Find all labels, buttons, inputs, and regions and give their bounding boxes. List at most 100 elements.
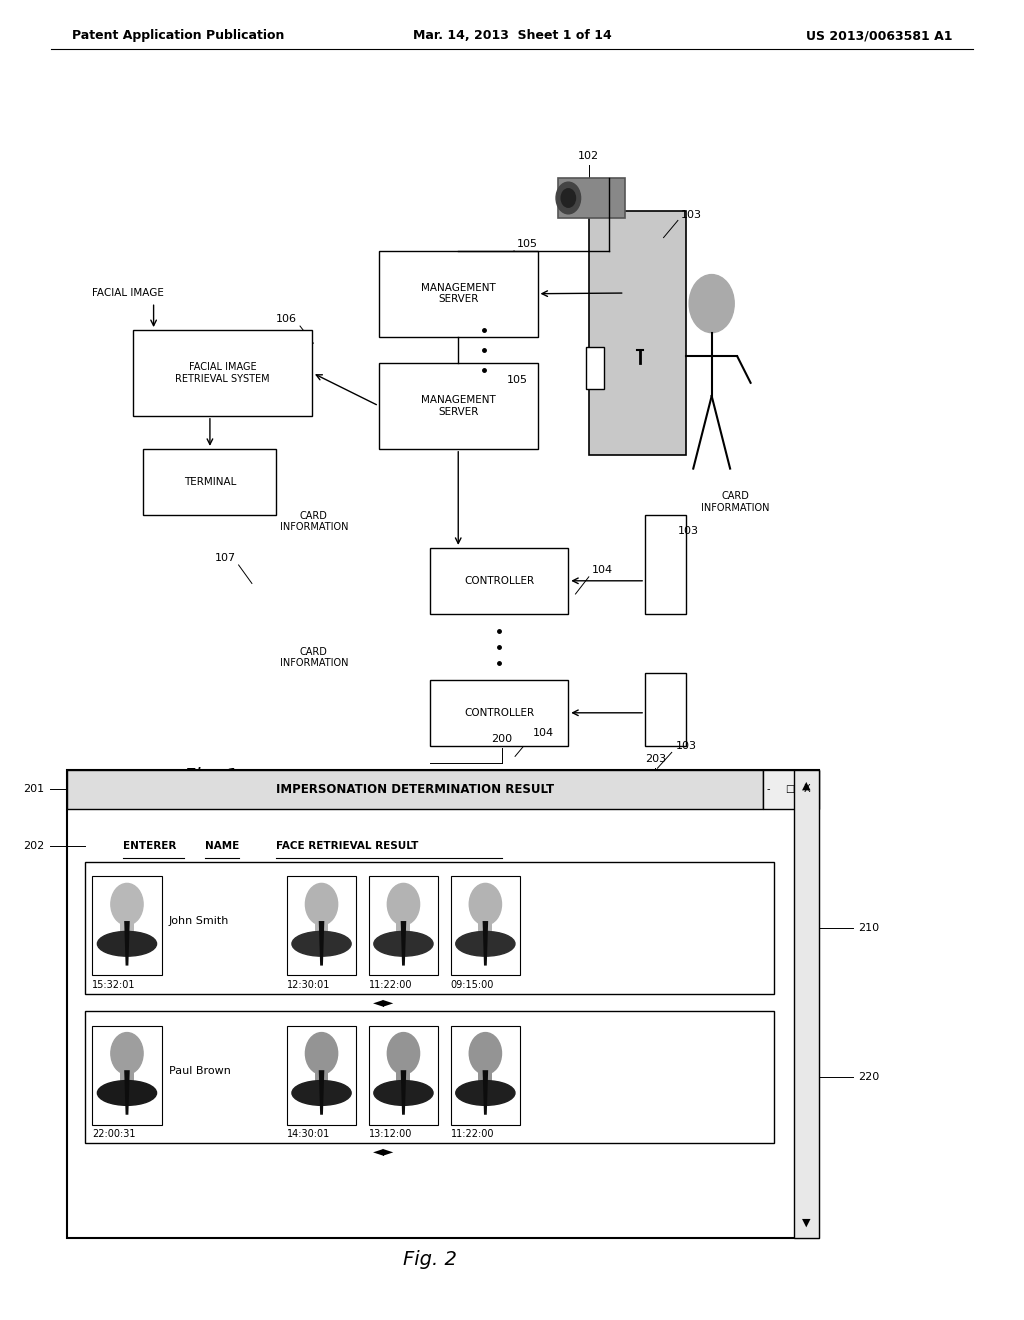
Circle shape [469, 883, 502, 925]
Text: Fig. 2: Fig. 2 [403, 1250, 457, 1269]
Polygon shape [400, 1071, 407, 1114]
Polygon shape [318, 1071, 325, 1114]
Text: 200: 200 [492, 734, 512, 744]
FancyBboxPatch shape [396, 1065, 411, 1081]
Text: John Smith: John Smith [169, 916, 229, 927]
FancyBboxPatch shape [133, 330, 312, 416]
Text: MANAGEMENT
SERVER: MANAGEMENT SERVER [421, 282, 496, 305]
FancyBboxPatch shape [645, 515, 686, 614]
Ellipse shape [97, 1081, 157, 1105]
Circle shape [469, 1032, 502, 1074]
Text: FACE RETRIEVAL RESULT: FACE RETRIEVAL RESULT [276, 841, 419, 851]
Text: ▲: ▲ [802, 780, 810, 791]
Text: CONTROLLER: CONTROLLER [464, 708, 535, 718]
Polygon shape [400, 921, 407, 966]
Text: 11:22:00: 11:22:00 [369, 979, 412, 990]
Text: 103: 103 [678, 525, 699, 536]
Text: CONTROLLER: CONTROLLER [464, 576, 535, 586]
FancyBboxPatch shape [314, 916, 329, 932]
Text: Patent Application Publication: Patent Application Publication [72, 29, 284, 42]
Text: ENTERER: ENTERER [123, 841, 176, 851]
Text: 102: 102 [579, 150, 599, 161]
Text: 105: 105 [507, 375, 528, 385]
Text: 103: 103 [676, 741, 697, 751]
Text: X: X [804, 784, 810, 795]
Polygon shape [124, 921, 130, 966]
Text: Paul Brown: Paul Brown [169, 1065, 230, 1076]
FancyBboxPatch shape [85, 1011, 774, 1143]
Ellipse shape [292, 1081, 351, 1105]
Ellipse shape [374, 932, 433, 956]
FancyBboxPatch shape [287, 876, 356, 975]
Text: 11:22:00: 11:22:00 [451, 1129, 494, 1139]
Text: 220: 220 [858, 1072, 880, 1082]
FancyBboxPatch shape [67, 770, 819, 1238]
FancyBboxPatch shape [396, 916, 411, 932]
Text: 13:12:00: 13:12:00 [369, 1129, 412, 1139]
Circle shape [561, 189, 575, 207]
FancyBboxPatch shape [430, 680, 568, 746]
FancyBboxPatch shape [92, 876, 162, 975]
Text: 105: 105 [517, 239, 539, 249]
Text: 22:00:31: 22:00:31 [92, 1129, 135, 1139]
Text: IMPERSONATION DETERMINATION RESULT: IMPERSONATION DETERMINATION RESULT [275, 783, 554, 796]
Text: CARD
INFORMATION: CARD INFORMATION [701, 491, 770, 512]
Circle shape [556, 182, 581, 214]
FancyBboxPatch shape [645, 673, 686, 746]
Circle shape [387, 1032, 420, 1074]
Text: 12:30:01: 12:30:01 [287, 979, 330, 990]
FancyBboxPatch shape [763, 770, 819, 809]
Text: 104: 104 [592, 565, 613, 576]
Polygon shape [318, 921, 325, 966]
FancyBboxPatch shape [586, 347, 604, 389]
Text: NAME: NAME [205, 841, 239, 851]
Polygon shape [482, 921, 488, 966]
Polygon shape [124, 1071, 130, 1114]
Text: 203: 203 [645, 754, 666, 764]
Polygon shape [482, 1071, 488, 1114]
Text: CARD
INFORMATION: CARD INFORMATION [280, 647, 348, 668]
FancyBboxPatch shape [120, 916, 134, 932]
FancyBboxPatch shape [451, 1026, 520, 1125]
Text: 202: 202 [23, 841, 44, 851]
Circle shape [689, 275, 734, 333]
Text: -: - [767, 784, 770, 795]
FancyBboxPatch shape [143, 449, 276, 515]
Circle shape [305, 883, 338, 925]
FancyBboxPatch shape [478, 916, 493, 932]
FancyBboxPatch shape [589, 211, 686, 455]
Text: □: □ [785, 784, 795, 795]
Circle shape [387, 883, 420, 925]
Text: ◄►: ◄► [374, 995, 394, 1008]
Text: TERMINAL: TERMINAL [183, 477, 237, 487]
Text: 201: 201 [23, 784, 44, 795]
FancyBboxPatch shape [558, 178, 625, 218]
Text: US 2013/0063581 A1: US 2013/0063581 A1 [806, 29, 952, 42]
FancyBboxPatch shape [287, 1026, 356, 1125]
Text: CARD
INFORMATION: CARD INFORMATION [280, 511, 348, 532]
Text: Fig. 1: Fig. 1 [184, 767, 239, 785]
FancyBboxPatch shape [794, 770, 819, 1238]
FancyBboxPatch shape [430, 548, 568, 614]
Text: FACIAL IMAGE
RETRIEVAL SYSTEM: FACIAL IMAGE RETRIEVAL SYSTEM [175, 362, 270, 384]
FancyBboxPatch shape [67, 770, 763, 809]
FancyBboxPatch shape [379, 363, 538, 449]
Circle shape [111, 1032, 143, 1074]
Text: 103: 103 [681, 210, 702, 220]
Circle shape [111, 883, 143, 925]
Text: ▼: ▼ [802, 1217, 810, 1228]
Ellipse shape [456, 932, 515, 956]
Text: 106: 106 [275, 314, 297, 325]
Text: 15:32:01: 15:32:01 [92, 979, 135, 990]
FancyBboxPatch shape [120, 1065, 134, 1081]
Ellipse shape [456, 1081, 515, 1105]
FancyBboxPatch shape [314, 1065, 329, 1081]
Circle shape [305, 1032, 338, 1074]
Text: 210: 210 [858, 923, 880, 933]
FancyBboxPatch shape [379, 251, 538, 337]
Text: 09:15:00: 09:15:00 [451, 979, 494, 990]
Text: ◄►: ◄► [374, 1144, 394, 1158]
FancyBboxPatch shape [92, 1026, 162, 1125]
FancyBboxPatch shape [369, 876, 438, 975]
Text: 107: 107 [214, 553, 236, 564]
